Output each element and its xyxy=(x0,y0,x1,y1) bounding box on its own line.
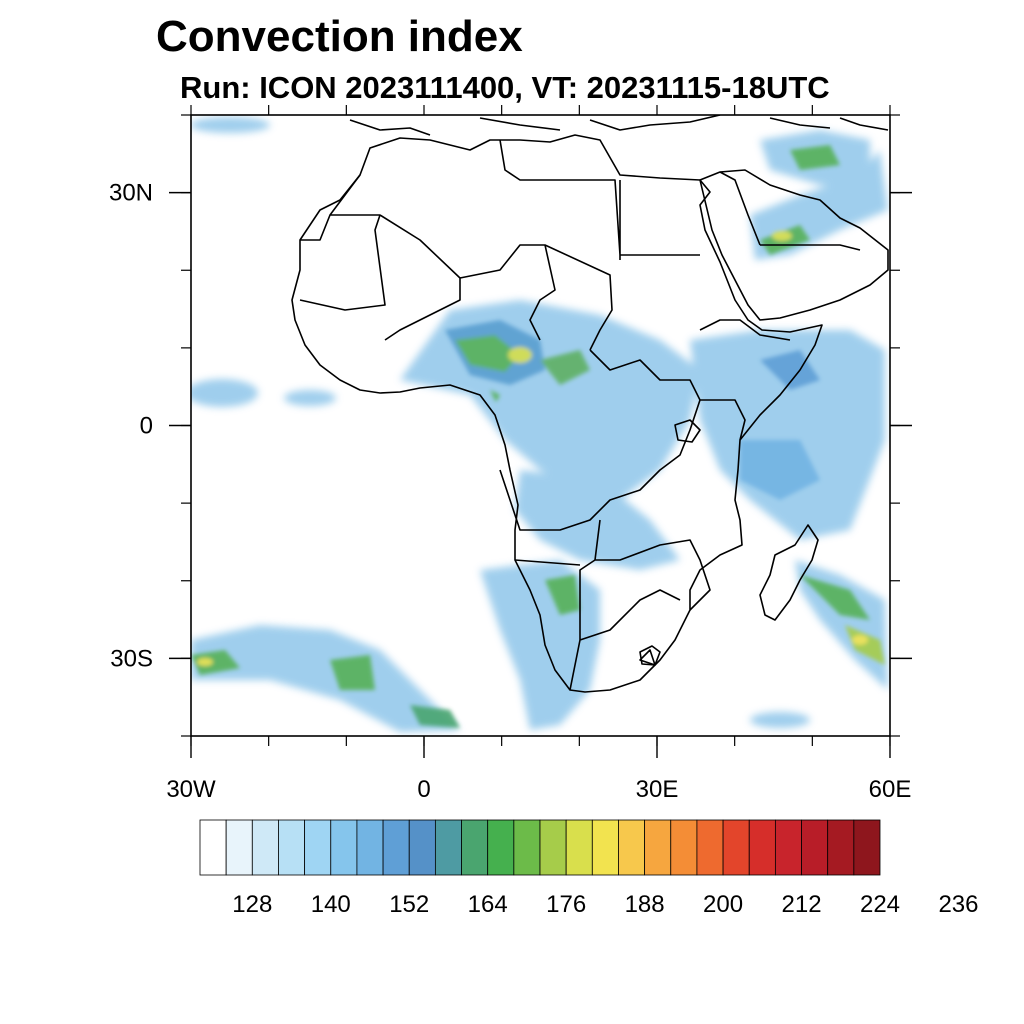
colorbar-swatch xyxy=(670,819,698,876)
colorbar-label: 212 xyxy=(782,891,822,918)
convection-area-gulf-of-guinea xyxy=(284,390,336,406)
convection-core-namibia xyxy=(545,575,580,615)
convection-core-east-africa xyxy=(740,440,820,500)
chart-title: Convection index xyxy=(156,12,523,61)
convection-core-cameroon xyxy=(540,350,590,385)
colorbar-label: 188 xyxy=(625,891,665,918)
minor-ticks xyxy=(181,105,900,746)
lat-tick-label: 0 xyxy=(140,413,153,440)
arabia-coastline xyxy=(699,169,889,321)
colorbar-swatch xyxy=(644,819,672,876)
convection-area-north-atlantic xyxy=(191,117,270,133)
arabia-borders xyxy=(719,171,861,251)
convection-core-ethiopia xyxy=(760,350,820,390)
convection-field xyxy=(191,117,888,732)
colorbar-swatch xyxy=(591,819,619,876)
coastlines xyxy=(291,115,889,693)
colorbar-label: 224 xyxy=(860,891,900,918)
colorbar-label: 200 xyxy=(703,891,743,918)
colorbar-swatch xyxy=(565,819,593,876)
chart-subtitle: Run: ICON 2023111400, VT: 20231115-18UTC xyxy=(180,70,830,105)
colorbar-swatch xyxy=(748,819,776,876)
convection-area-east-africa xyxy=(690,330,885,540)
colorbar-swatch xyxy=(199,819,227,876)
colorbar-swatch xyxy=(774,819,802,876)
convection-area-south-atlantic xyxy=(191,625,460,732)
convection-core-south-atlantic-south xyxy=(410,705,460,728)
convection-core-persian-gulf xyxy=(790,145,840,170)
convection-area-southern-africa xyxy=(480,560,600,730)
colorbar-swatch xyxy=(618,819,646,876)
colorbar-swatch xyxy=(434,819,462,876)
convection-core-nigeria-inner xyxy=(455,335,520,372)
colorbar-swatch xyxy=(461,819,489,876)
convection-core-gulf-of-guinea xyxy=(490,390,500,402)
colorbar-swatch xyxy=(330,819,358,876)
colorbar-label: 128 xyxy=(232,891,272,918)
colorbar-swatch xyxy=(722,819,750,876)
country-borders xyxy=(299,139,791,691)
colorbar-label: 176 xyxy=(546,891,586,918)
lat-tick-label: 30S xyxy=(110,645,153,672)
lat-tick-label: 30N xyxy=(109,180,153,207)
convection-core-madagascar xyxy=(800,575,870,620)
colorbar-label: 140 xyxy=(311,891,351,918)
lake-victoria xyxy=(674,419,701,443)
convection-peak-arabia xyxy=(772,231,792,241)
lesotho-border xyxy=(639,645,661,666)
colorbar-label: 164 xyxy=(468,891,508,918)
convection-peak-indian-ocean xyxy=(852,635,868,645)
colorbar-swatch xyxy=(278,819,306,876)
colorbar-swatch xyxy=(304,819,332,876)
convection-area-south-indian-ocean xyxy=(750,712,810,728)
lon-tick-label: 30W xyxy=(166,776,216,803)
colorbar-swatch xyxy=(356,819,384,876)
colorbar-label: 236 xyxy=(938,891,978,918)
colorbar xyxy=(199,819,881,876)
colorbar-swatch xyxy=(513,819,541,876)
colorbar-swatch xyxy=(827,819,855,876)
latitude-axis: 30N 0 30S xyxy=(109,180,912,672)
colorbar-swatch xyxy=(408,819,436,876)
convection-peak-south-atlantic xyxy=(197,658,213,666)
colorbar-swatch xyxy=(251,819,279,876)
colorbar-swatch xyxy=(801,819,829,876)
colorbar-swatch xyxy=(696,819,724,876)
colorbar-labels: 128 140 152 164 176 188 200 212 224 236 xyxy=(232,891,978,918)
colorbar-swatch xyxy=(382,819,410,876)
europe-coastline xyxy=(349,115,889,136)
colorbar-swatch xyxy=(853,819,881,876)
convection-core-south-atlantic-west xyxy=(191,650,240,675)
colorbar-label: 152 xyxy=(389,891,429,918)
colorbar-swatch xyxy=(225,819,253,876)
madagascar-coastline xyxy=(759,524,819,621)
convection-peak-nigeria xyxy=(508,347,532,363)
convection-core-indian-ocean xyxy=(845,625,885,665)
colorbar-swatch xyxy=(539,819,567,876)
convection-core-south-atlantic-east xyxy=(330,655,375,690)
convection-area-congo-basin xyxy=(515,470,680,570)
lon-tick-label: 30E xyxy=(636,776,679,803)
convection-area-tropical-atlantic xyxy=(191,379,258,407)
lon-tick-label: 0 xyxy=(417,776,430,803)
colorbar-swatch xyxy=(487,819,515,876)
longitude-axis: 30W 0 30E 60E xyxy=(166,736,912,803)
lon-tick-label: 60E xyxy=(869,776,912,803)
